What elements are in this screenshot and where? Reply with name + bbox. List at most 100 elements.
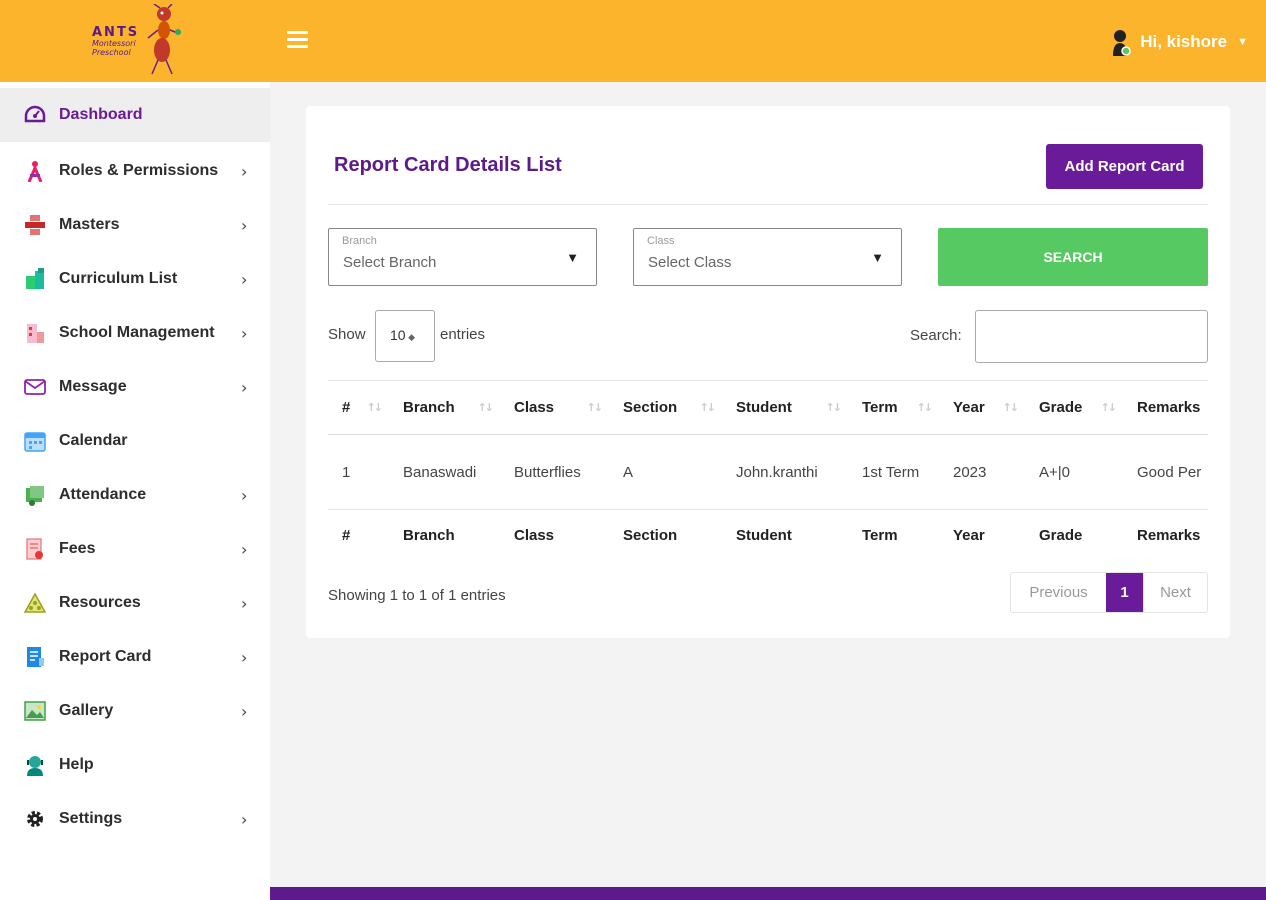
logo-line-2: Montessori: [92, 39, 136, 48]
column-header-section[interactable]: Section ↑↓: [609, 380, 722, 435]
sort-icon: ↑↓: [1100, 401, 1118, 414]
cell-section: A: [623, 463, 634, 481]
branch-select[interactable]: Branch Select Branch ▼: [328, 228, 597, 286]
sidebar-item-label: School Management: [59, 324, 215, 341]
menu-toggle-icon[interactable]: [287, 31, 308, 49]
sort-icon: ↑↓: [1002, 401, 1020, 414]
sidebar-item-label: Gallery: [59, 702, 114, 719]
cell-number: 1: [342, 463, 351, 481]
footer-header-student: Student: [722, 509, 848, 562]
sidebar-item-label: Resources: [59, 594, 141, 611]
chevron-right-icon: ›: [241, 269, 248, 289]
branch-select-value: Select Branch: [343, 254, 437, 271]
page-1-button[interactable]: 1: [1106, 573, 1143, 612]
user-greeting: Hi, kishore: [1140, 32, 1228, 51]
sidebar-item-help[interactable]: Help: [0, 738, 270, 792]
sidebar-item-calendar[interactable]: Calendar: [0, 414, 270, 468]
column-header-term[interactable]: Term ↑↓: [848, 380, 939, 435]
divider: [328, 204, 1208, 205]
report-card-icon: [24, 646, 46, 668]
logo-line-3: Preschool: [92, 48, 131, 57]
roles-icon: [24, 160, 46, 182]
class-select-label: Class: [647, 235, 675, 247]
cell-term: 1st Term: [862, 463, 920, 481]
sidebar-item-resources[interactable]: Resources ›: [0, 576, 270, 630]
chevron-right-icon: ›: [241, 215, 248, 235]
chevron-right-icon: ›: [241, 593, 248, 613]
envelope-icon: [24, 376, 46, 398]
entries-select-value: 10: [390, 327, 406, 343]
footer-header-class: Class: [500, 509, 609, 562]
caret-down-icon: ▼: [566, 250, 579, 265]
table-info: Showing 1 to 1 of 1 entries: [328, 587, 506, 604]
sidebar-item-dashboard[interactable]: Dashboard: [0, 88, 270, 142]
footer-header-term: Term: [848, 509, 939, 562]
chevron-right-icon: ›: [241, 161, 248, 181]
user-menu[interactable]: Hi, kishore ▼: [1110, 28, 1248, 56]
column-header-year[interactable]: Year ↑↓: [939, 380, 1025, 435]
footer-header-branch: Branch: [389, 509, 500, 562]
sort-icon: ↑↓: [477, 401, 495, 414]
previous-page-button[interactable]: Previous: [1029, 584, 1088, 601]
cell-year: 2023: [953, 463, 987, 481]
cell-student: John.kranthi: [736, 463, 818, 481]
sidebar-item-report-card[interactable]: Report Card ›: [0, 630, 270, 684]
chevron-right-icon: ›: [241, 701, 248, 721]
search-label: Search:: [910, 327, 962, 344]
column-header-remarks[interactable]: Remarks: [1123, 380, 1208, 435]
sort-icon: ↑↓: [699, 401, 717, 414]
search-input[interactable]: [975, 310, 1208, 363]
footer-header-year: Year: [939, 509, 1025, 562]
dashboard-icon: [24, 104, 46, 126]
footer-header-grade: Grade: [1025, 509, 1123, 562]
sidebar-item-message[interactable]: Message ›: [0, 360, 270, 414]
sidebar-item-label: Report Card: [59, 648, 152, 665]
next-page-button[interactable]: Next: [1143, 573, 1207, 612]
chevron-right-icon: ›: [241, 377, 248, 397]
sidebar-item-roles[interactable]: Roles & Permissions ›: [0, 144, 270, 198]
entries-select[interactable]: 10 ◆: [375, 310, 435, 362]
column-header-student[interactable]: Student ↑↓: [722, 380, 848, 435]
ants-logo[interactable]: ANTS Montessori Preschool: [88, 4, 188, 80]
sidebar-item-curriculum[interactable]: Curriculum List ›: [0, 252, 270, 306]
help-icon: [24, 754, 46, 776]
entries-label: entries: [440, 326, 486, 343]
cell-remarks: Good Per: [1137, 463, 1202, 481]
resources-icon: [24, 592, 46, 614]
ant-mascot-icon: [147, 4, 181, 75]
pagination: Previous 1 Next: [1010, 572, 1208, 613]
sidebar-item-gallery[interactable]: Gallery ›: [0, 684, 270, 738]
sidebar-item-fees[interactable]: Fees ›: [0, 522, 270, 576]
sidebar-item-label: Masters: [59, 216, 120, 233]
cell-class: Butterflies: [514, 463, 581, 481]
report-card-table: # ↑↓ Branch ↑↓ Class ↑↓ Section ↑↓ Student ↑↓…: [328, 380, 1208, 562]
branch-select-label: Branch: [342, 235, 377, 247]
footer-header-remarks: Remarks: [1123, 509, 1208, 562]
caret-down-icon: ▼: [1237, 36, 1248, 48]
chevron-right-icon: ›: [241, 809, 248, 829]
sidebar-item-label: Settings: [59, 810, 123, 827]
sort-icon: ↑↓: [366, 401, 384, 414]
show-label: Show: [328, 326, 366, 343]
search-button[interactable]: SEARCH: [938, 228, 1208, 286]
gear-icon: [24, 808, 46, 830]
chevron-right-icon: ›: [241, 647, 248, 667]
school-icon: [24, 322, 46, 344]
column-header-grade[interactable]: Grade ↑↓: [1025, 380, 1123, 435]
sidebar-item-settings[interactable]: Settings ›: [0, 792, 270, 846]
gallery-icon: [24, 700, 46, 722]
column-header-number[interactable]: # ↑↓: [328, 380, 389, 435]
footer-header-section: Section: [609, 509, 722, 562]
sidebar-item-school-management[interactable]: School Management ›: [0, 306, 270, 360]
column-header-branch[interactable]: Branch ↑↓: [389, 380, 500, 435]
caret-down-icon: ▼: [871, 250, 884, 265]
column-header-class[interactable]: Class ↑↓: [500, 380, 609, 435]
logo-text: ANTS Montessori Preschool: [92, 26, 139, 57]
class-select[interactable]: Class Select Class ▼: [633, 228, 902, 286]
sidebar-item-attendance[interactable]: Attendance ›: [0, 468, 270, 522]
add-report-card-button[interactable]: Add Report Card: [1046, 144, 1203, 189]
sidebar-item-masters[interactable]: Masters ›: [0, 198, 270, 252]
table-row: 1 Banaswadi Butterflies A John.kranthi 1…: [328, 435, 1208, 510]
attendance-icon: [24, 484, 46, 506]
sidebar-item-label: Message: [59, 378, 127, 395]
